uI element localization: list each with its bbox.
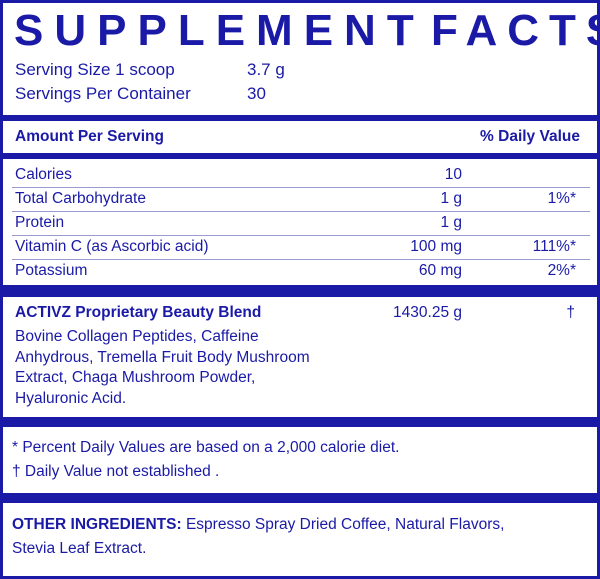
divider-bar xyxy=(0,115,600,121)
footnote-percent-daily: * Percent Daily Values are based on a 2,… xyxy=(12,439,400,456)
nutrient-row: Calories 10 xyxy=(12,163,590,188)
blend-dv: † xyxy=(566,304,575,321)
serving-size-value: 3.7 g xyxy=(247,60,285,79)
nutrient-dv: 2%* xyxy=(547,262,576,279)
blend-ingredients: Bovine Collagen Peptides, Caffeine Anhyd… xyxy=(15,327,310,409)
nutrient-amount: 100 mg xyxy=(410,238,462,255)
footnote-dagger: † Daily Value not established . xyxy=(12,463,220,480)
divider-bar xyxy=(0,493,600,503)
other-ingredients-text: Espresso Spray Dried Coffee, Natural Fla… xyxy=(181,516,505,533)
nutrient-amount: 10 xyxy=(444,166,462,183)
nutrient-amount: 1 g xyxy=(440,190,462,207)
nutrient-dv: 1%* xyxy=(547,190,576,207)
blend-line: Anhydrous, Tremella Fruit Body Mushroom xyxy=(15,348,310,366)
divider-bar xyxy=(0,417,600,427)
nutrient-row: Total Carbohydrate 1 g 1%* xyxy=(12,187,590,212)
nutrient-row: Protein 1 g xyxy=(12,211,590,236)
nutrient-name: Vitamin C (as Ascorbic acid) xyxy=(15,238,209,255)
nutrient-name: Total Carbohydrate xyxy=(15,190,146,207)
blend-amount: 1430.25 g xyxy=(393,304,462,321)
other-ingredients: OTHER INGREDIENTS: Espresso Spray Dried … xyxy=(12,516,504,534)
other-ingredients-text-2: Stevia Leaf Extract. xyxy=(12,540,147,557)
servings-per-container-label: Servings Per Container xyxy=(15,84,191,103)
blend-name: ACTIVZ Proprietary Beauty Blend xyxy=(15,304,262,321)
other-ingredients-label: OTHER INGREDIENTS: xyxy=(12,516,182,533)
nutrient-dv: 111%* xyxy=(532,238,576,255)
blend-line: Bovine Collagen Peptides, Caffeine xyxy=(15,328,259,345)
blend-line: Extract, Chaga Mushroom Powder, xyxy=(15,369,256,386)
blend-line: Hyaluronic Acid. xyxy=(15,389,127,407)
nutrient-name: Calories xyxy=(15,166,72,183)
serving-size-label: Serving Size 1 scoop xyxy=(15,60,175,79)
nutrient-amount: 1 g xyxy=(440,214,462,231)
amount-per-serving-header: Amount Per Serving xyxy=(15,128,164,145)
title-supplement: SUPPLEMENT xyxy=(14,6,425,55)
divider-bar xyxy=(0,285,600,297)
nutrient-name: Potassium xyxy=(15,262,88,279)
nutrient-row: Vitamin C (as Ascorbic acid) 100 mg 111%… xyxy=(12,235,590,260)
nutrient-amount: 60 mg xyxy=(418,262,462,279)
nutrient-row: Potassium 60 mg 2%* xyxy=(12,259,590,283)
divider-bar xyxy=(0,153,600,159)
nutrient-name: Protein xyxy=(15,214,65,231)
servings-per-container-value: 30 xyxy=(247,84,266,103)
daily-value-header: % Daily Value xyxy=(480,128,580,145)
